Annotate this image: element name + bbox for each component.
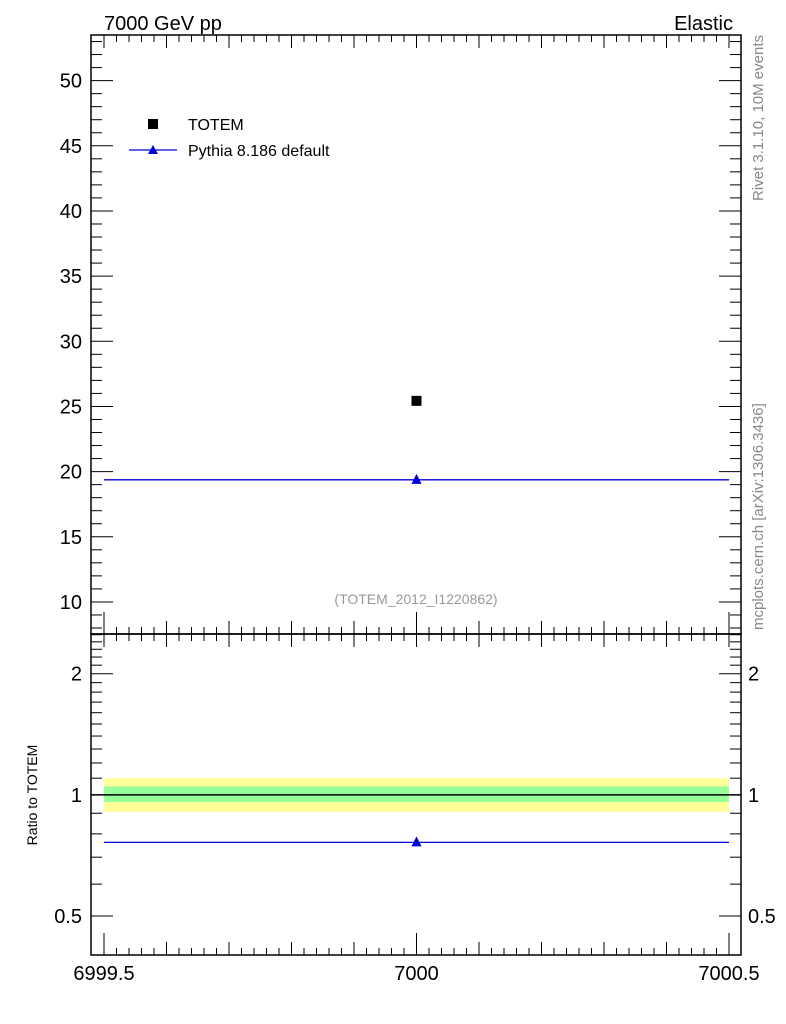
ratio-ylabel: Ratio to TOTEM (24, 745, 40, 846)
legend: TOTEM Pythia 8.186 default (129, 117, 330, 160)
y-tick-label: 15 (60, 527, 82, 549)
x-tick-label: 6999.5 (73, 963, 134, 985)
axes: 6999.5 7000 7000.5 10 15 20 25 30 35 40 45 50 0.5 0.5… (54, 34, 776, 985)
y-tick-label: 25 (60, 396, 82, 418)
y-tick-label: 50 (60, 71, 82, 93)
legend-pythia-label: Pythia 8.186 default (188, 143, 330, 160)
y-tick-label: 35 (60, 266, 82, 288)
analysis-label: (TOTEM_2012_I1220862) (334, 591, 497, 607)
y-tick-label: 30 (60, 331, 82, 353)
x-tick-label: 7000.5 (698, 963, 759, 985)
y-tick-label: 45 (60, 136, 82, 158)
chart-marks (104, 395, 729, 847)
y-tick-label: 10 (60, 592, 82, 614)
y-tick-label: 40 (60, 201, 82, 223)
ratio-bands (91, 778, 741, 812)
totem-point (411, 395, 422, 406)
x-tick-label: 7000 (394, 963, 439, 985)
mcplots-label: mcplots.cern.ch [arXiv:1306.3436] (750, 403, 767, 630)
ratio-y-tick-label: 1 (71, 785, 82, 807)
title-left: 7000 GeV pp (104, 13, 222, 35)
rivet-label: Rivet 3.1.10, 10M events (750, 35, 767, 201)
ratio-y-tick-label-right: 0.5 (748, 906, 776, 928)
ratio-y-tick-label-right: 1 (748, 785, 759, 807)
title-right: Elastic (674, 13, 733, 35)
pythia-point (411, 473, 422, 484)
ratio-pythia-point (411, 836, 422, 847)
y-tick-label: 20 (60, 462, 82, 484)
ratio-y-tick-label: 0.5 (54, 906, 82, 928)
ratio-y-tick-label-right: 2 (748, 664, 759, 686)
ratio-y-tick-label: 2 (71, 664, 82, 686)
legend-totem-marker (148, 119, 158, 129)
legend-totem-label: TOTEM (188, 117, 244, 134)
legend-pythia-marker (148, 145, 158, 154)
